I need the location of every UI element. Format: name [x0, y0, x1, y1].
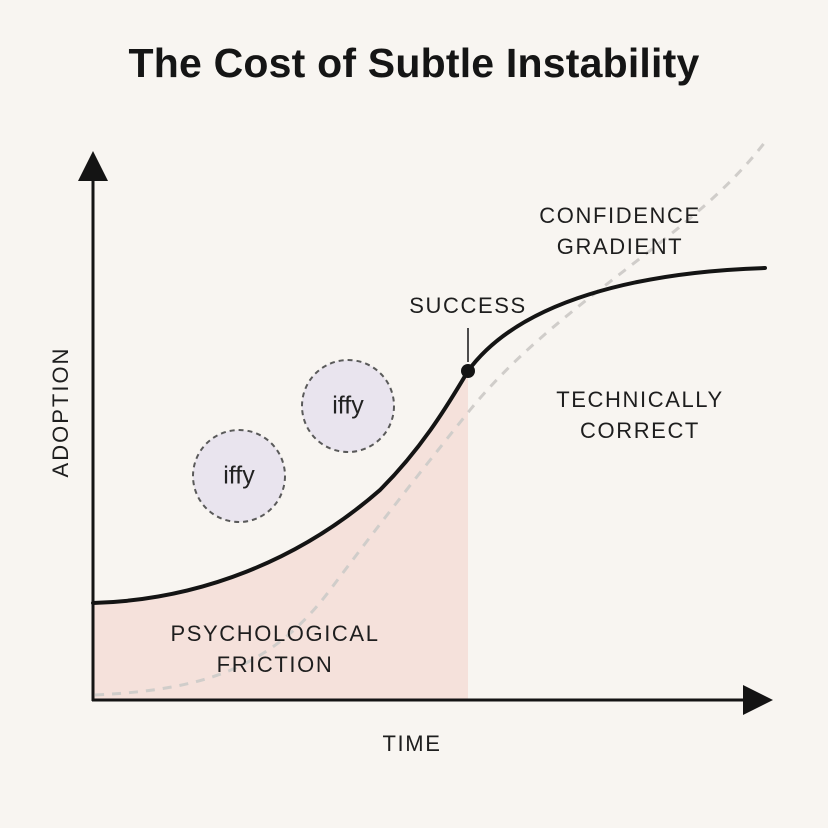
success-label: SUCCESS: [398, 290, 538, 321]
psychological-friction-area: [93, 371, 468, 700]
psychological-friction-label: PSYCHOLOGICAL FRICTION: [140, 618, 410, 680]
confidence-gradient-label-line: GRADIENT: [556, 234, 684, 259]
success-label-text: SUCCESS: [409, 293, 527, 318]
confidence-gradient-label: CONFIDENCE GRADIENT: [520, 200, 720, 262]
iffy-bubble-shape: [301, 359, 395, 453]
confidence-gradient-curve: [91, 266, 767, 605]
y-axis-label: ADOPTION: [48, 346, 73, 478]
iffy-bubble-label: iffy: [332, 391, 364, 420]
confidence-gradient-label-line: CONFIDENCE: [539, 203, 701, 228]
psychological-friction-label-line: PSYCHOLOGICAL: [170, 621, 380, 646]
psychological-friction-label-line: FRICTION: [216, 652, 334, 677]
x-axis-label-text: TIME: [382, 731, 442, 756]
x-axis-label: TIME: [362, 728, 462, 759]
iffy-bubble-label: iffy: [223, 461, 255, 490]
technically-correct-curve: [94, 141, 767, 697]
technically-correct-label: TECHNICALLY CORRECT: [535, 384, 745, 446]
success-point-marker: [461, 364, 475, 378]
diagram-title: The Cost of Subtle Instability: [128, 40, 700, 86]
technically-correct-label-line: TECHNICALLY: [556, 387, 724, 412]
technically-correct-label-line: CORRECT: [580, 418, 700, 443]
iffy-bubble-shape: [192, 429, 286, 523]
